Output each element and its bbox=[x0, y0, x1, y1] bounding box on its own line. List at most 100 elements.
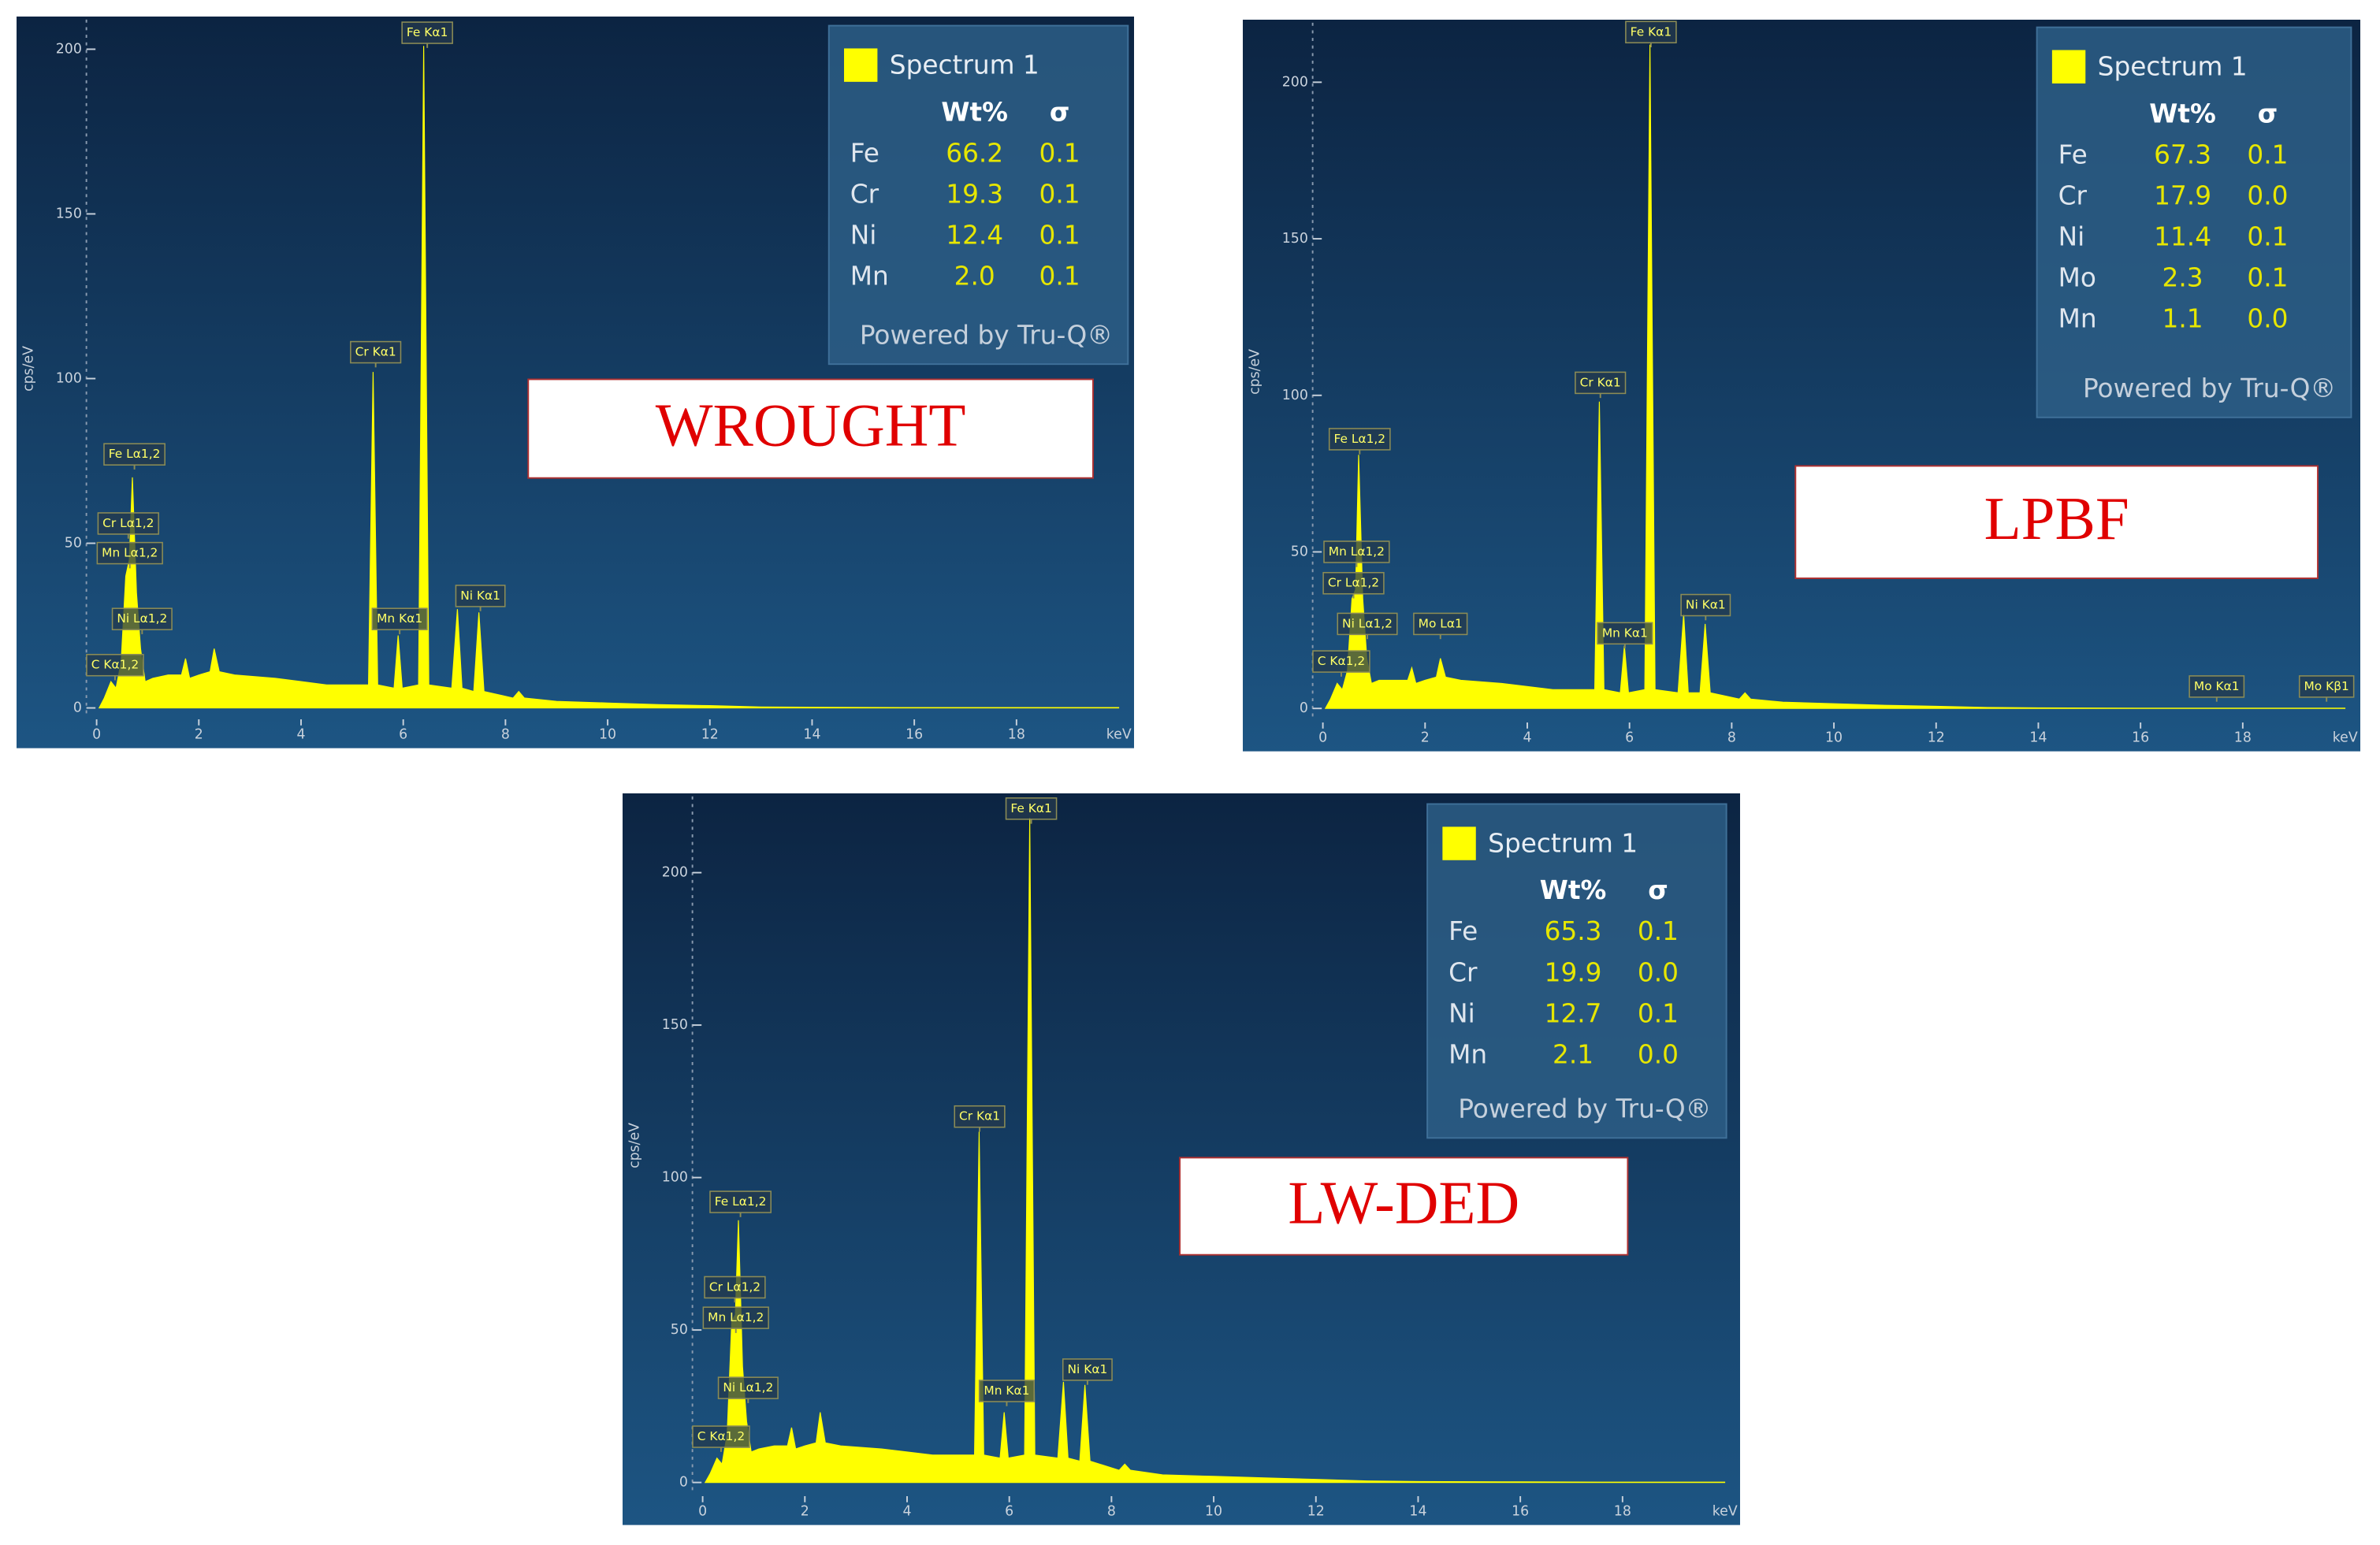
peak-label-box bbox=[978, 1380, 1035, 1402]
peak-label-box bbox=[1575, 371, 1627, 395]
peak-label: Cr Kα1 bbox=[355, 345, 396, 359]
peak-label: C Kα1,2 bbox=[91, 658, 139, 672]
table-value: 0.0 bbox=[2247, 303, 2288, 333]
legend-swatch bbox=[2051, 50, 2086, 84]
peak-label: Ni Kα1 bbox=[1686, 598, 1726, 612]
y-axis-label: cps/eV bbox=[627, 1123, 642, 1168]
peak-label-box bbox=[1322, 571, 1385, 595]
element-name: Mn bbox=[850, 261, 889, 291]
peak-label-box bbox=[1413, 612, 1468, 636]
peak-label: C Kα1,2 bbox=[697, 1429, 745, 1443]
peak-label: Fe Lα1,2 bbox=[109, 447, 161, 461]
x-tick-label: 0 bbox=[698, 1503, 707, 1519]
column-header: σ bbox=[2258, 98, 2278, 128]
element-name: Fe bbox=[2058, 139, 2088, 169]
table-value: 0.1 bbox=[1039, 179, 1080, 209]
element-name: Cr bbox=[2058, 180, 2088, 210]
table-value: 0.0 bbox=[1638, 1039, 1679, 1069]
result-box bbox=[827, 24, 1129, 366]
peak-label-box bbox=[1597, 622, 1653, 645]
x-tick-label: 6 bbox=[1005, 1503, 1013, 1519]
element-name: Fe bbox=[850, 138, 879, 168]
table-value: 65.3 bbox=[1545, 916, 1602, 946]
table-value: 0.1 bbox=[2247, 139, 2288, 169]
peak-label-box bbox=[1680, 593, 1731, 617]
peak-label: Mo Kα1 bbox=[2194, 679, 2240, 693]
peak-label: Mn Lα1,2 bbox=[102, 546, 158, 560]
peak-label: Cr Lα1,2 bbox=[1328, 576, 1379, 590]
peak-label: Mo Kβ1 bbox=[2304, 679, 2349, 693]
peak-label: Mn Kα1 bbox=[377, 611, 422, 626]
x-axis-label: keV bbox=[1106, 726, 1132, 742]
footer: Powered by Tru-Q® bbox=[1458, 1094, 1711, 1124]
table-value: 2.0 bbox=[954, 261, 995, 291]
table-value: 66.2 bbox=[946, 138, 1003, 168]
x-tick-label: 10 bbox=[599, 726, 616, 742]
table-value: 0.1 bbox=[1638, 916, 1679, 946]
peak-label: Mn Lα1,2 bbox=[1329, 544, 1385, 559]
x-axis-label: keV bbox=[1712, 1503, 1738, 1519]
peak-label: Ni Lα1,2 bbox=[1342, 616, 1393, 630]
table-value: 0.1 bbox=[2247, 221, 2288, 251]
y-tick-label: 100 bbox=[56, 371, 82, 387]
x-tick-label: 6 bbox=[1625, 730, 1634, 745]
table-value: 0.0 bbox=[2247, 180, 2288, 210]
peak-label: Ni Kα1 bbox=[1068, 1362, 1108, 1376]
x-tick-label: 14 bbox=[2029, 730, 2047, 745]
x-tick-label: 8 bbox=[501, 726, 510, 742]
x-tick-label: 18 bbox=[1614, 1503, 1631, 1519]
y-tick-label: 150 bbox=[1282, 231, 1308, 247]
peak-label-box bbox=[97, 512, 159, 535]
sample-label-box bbox=[1794, 465, 2319, 579]
result-box bbox=[2036, 26, 2352, 418]
peak-label: Cr Lα1,2 bbox=[102, 516, 154, 530]
x-tick-label: 12 bbox=[1307, 1503, 1325, 1519]
table-value: 19.9 bbox=[1545, 957, 1602, 987]
legend-entry: Spectrum 1 bbox=[2098, 52, 2248, 82]
y-tick-label: 150 bbox=[662, 1017, 688, 1033]
element-name: Fe bbox=[1448, 916, 1478, 946]
column-header: Wt% bbox=[2149, 98, 2216, 128]
element-name: Mn bbox=[2058, 303, 2097, 333]
peak-label-box bbox=[2298, 675, 2355, 698]
legend-entry: Spectrum 1 bbox=[890, 50, 1039, 80]
y-tick-label: 50 bbox=[671, 1322, 688, 1338]
x-tick-label: 10 bbox=[1825, 730, 1843, 745]
element-name: Ni bbox=[1448, 998, 1475, 1028]
y-tick-label: 200 bbox=[1282, 74, 1308, 90]
y-tick-label: 50 bbox=[65, 536, 82, 552]
legend-swatch bbox=[1442, 826, 1476, 860]
x-tick-label: 0 bbox=[1318, 730, 1327, 745]
table-value: 67.3 bbox=[2154, 139, 2211, 169]
legend-entry: Spectrum 1 bbox=[1488, 829, 1638, 859]
peak-label-box bbox=[1005, 797, 1058, 820]
spectrum-panel: 0 50 100 150 200 0 2 4 6 8 10 12 14 16 18 keV cps/eV Fe K… bbox=[1243, 20, 2360, 752]
column-header: σ bbox=[1648, 875, 1668, 905]
y-tick-label: 200 bbox=[662, 865, 688, 881]
element-name: Cr bbox=[1448, 957, 1478, 987]
x-tick-label: 16 bbox=[1512, 1503, 1529, 1519]
table-value: 11.4 bbox=[2154, 221, 2211, 251]
x-tick-label: 16 bbox=[906, 726, 923, 742]
element-name: Ni bbox=[850, 220, 877, 250]
table-value: 17.9 bbox=[2154, 180, 2211, 210]
table-value: 1.1 bbox=[2162, 303, 2203, 333]
peak-label: Cr Kα1 bbox=[1580, 375, 1621, 389]
peak-label-box bbox=[1625, 20, 1677, 44]
table-value: 12.4 bbox=[946, 220, 1003, 250]
x-tick-label: 4 bbox=[296, 726, 305, 742]
x-tick-label: 18 bbox=[2234, 730, 2252, 745]
peak-label-box bbox=[350, 340, 402, 364]
peak-label: Ni Lα1,2 bbox=[723, 1380, 773, 1395]
result-box bbox=[1426, 803, 1727, 1139]
y-tick-label: 100 bbox=[662, 1170, 688, 1186]
element-name: Mn bbox=[1448, 1039, 1487, 1069]
sample-label: WROUGHT bbox=[656, 392, 966, 459]
column-header: Wt% bbox=[941, 97, 1008, 127]
y-tick-label: 100 bbox=[1282, 388, 1308, 403]
element-name: Cr bbox=[850, 179, 879, 209]
table-value: 0.1 bbox=[1039, 261, 1080, 291]
footer: Powered by Tru-Q® bbox=[860, 321, 1113, 351]
x-axis-label: keV bbox=[2333, 730, 2358, 745]
